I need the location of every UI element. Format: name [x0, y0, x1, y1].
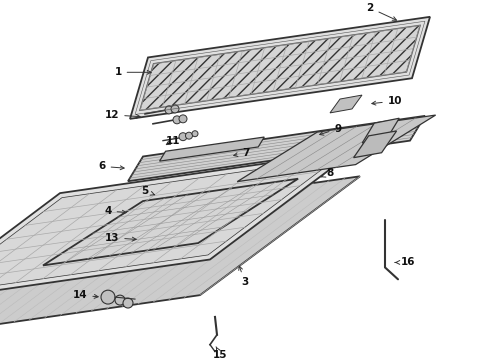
Text: 12: 12	[105, 110, 140, 120]
Text: 9: 9	[319, 124, 342, 135]
Text: 5: 5	[142, 186, 154, 196]
Polygon shape	[237, 115, 436, 182]
Polygon shape	[128, 116, 425, 181]
Text: 10: 10	[372, 96, 402, 106]
Circle shape	[173, 116, 181, 124]
Text: 4: 4	[104, 206, 126, 216]
Polygon shape	[0, 150, 355, 302]
Text: 1: 1	[114, 67, 151, 77]
Text: 13: 13	[105, 233, 136, 243]
Text: 11: 11	[166, 136, 180, 146]
Circle shape	[171, 105, 179, 113]
Polygon shape	[160, 137, 264, 161]
Circle shape	[179, 133, 187, 141]
Polygon shape	[0, 158, 337, 294]
Circle shape	[186, 132, 193, 139]
Polygon shape	[330, 95, 362, 113]
Text: 3: 3	[239, 266, 248, 287]
Polygon shape	[354, 131, 396, 158]
Text: 15: 15	[213, 347, 227, 360]
Text: 8: 8	[321, 168, 334, 178]
Text: 14: 14	[73, 290, 98, 300]
Circle shape	[179, 115, 187, 123]
Circle shape	[101, 290, 115, 304]
Text: 7: 7	[234, 148, 250, 158]
Polygon shape	[140, 26, 420, 110]
Circle shape	[115, 295, 125, 305]
Polygon shape	[43, 179, 298, 265]
Polygon shape	[362, 118, 399, 143]
Text: 16: 16	[395, 257, 415, 267]
Circle shape	[165, 106, 173, 114]
Polygon shape	[0, 176, 360, 340]
Text: 2: 2	[367, 3, 396, 20]
Circle shape	[192, 131, 198, 137]
Text: 6: 6	[98, 161, 124, 171]
Polygon shape	[130, 17, 430, 119]
Circle shape	[123, 298, 133, 308]
